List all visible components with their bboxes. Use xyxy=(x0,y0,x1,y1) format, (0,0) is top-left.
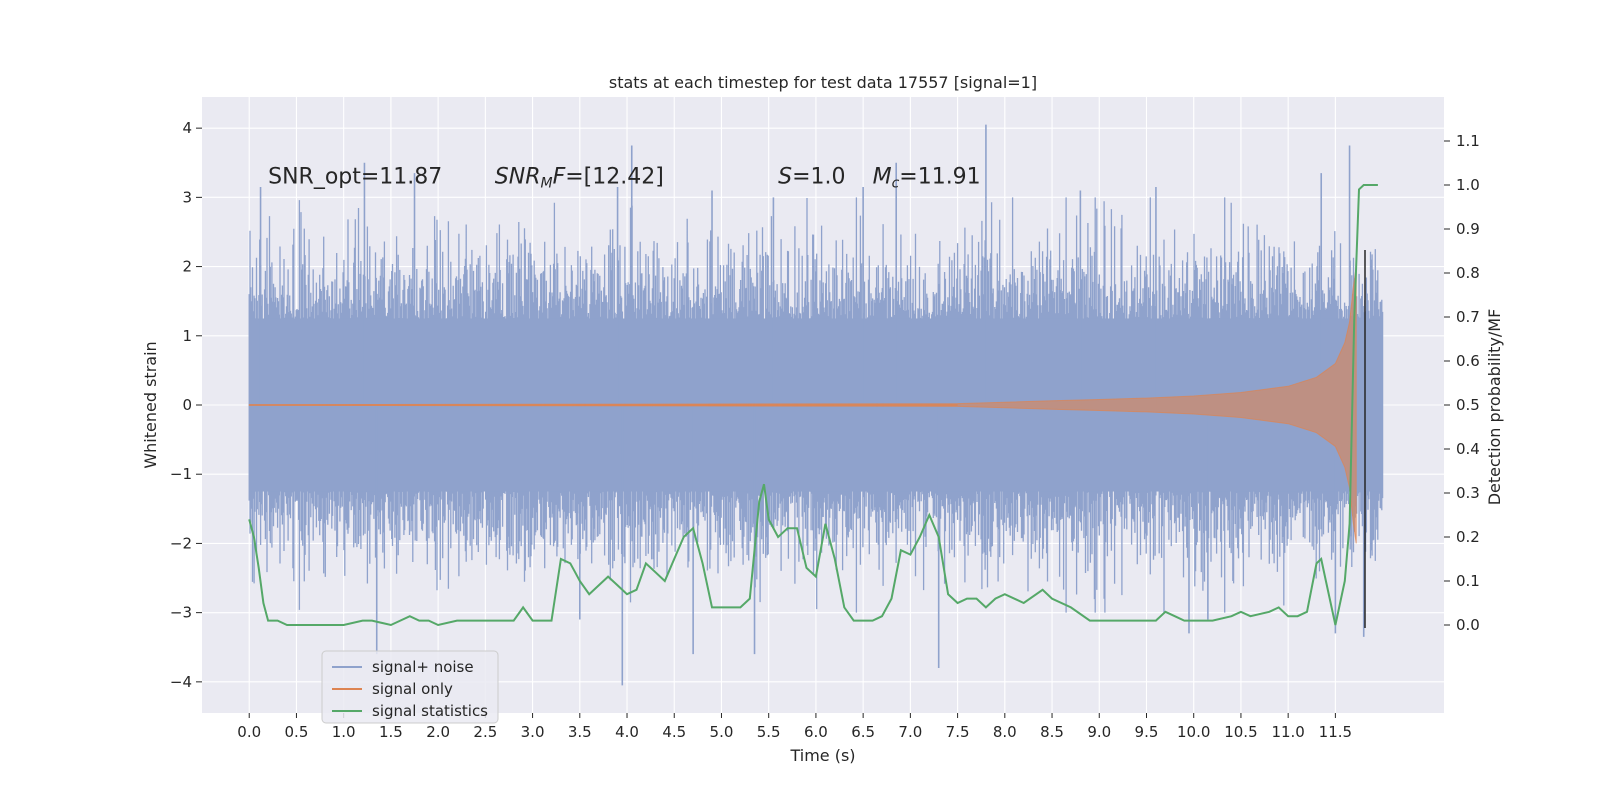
y-right-tick-label: 0.8 xyxy=(1456,264,1480,282)
x-tick-label: 2.0 xyxy=(426,723,450,741)
y-axis-right-title: Detection probability/MF xyxy=(1485,309,1504,506)
y-right-tick-label: 0.9 xyxy=(1456,220,1480,238)
annotation-s-stat: S=1.0 xyxy=(778,165,845,190)
annotation-snr-opt: SNR_opt=11.87 xyxy=(268,165,442,190)
y-right-tick-label: 1.1 xyxy=(1456,132,1480,150)
annotations: SNR_opt=11.87 SNRMF=[12.42] S=1.0 Mc=11.91 xyxy=(268,165,981,192)
x-tick-label: 1.0 xyxy=(332,723,356,741)
x-tick-label: 4.0 xyxy=(615,723,639,741)
y-axis-ticks: −4 −3 −2 −1 0 1 2 3 4 xyxy=(170,119,202,691)
x-tick-label: 5.0 xyxy=(710,723,734,741)
y-right-tick-label: 0.5 xyxy=(1456,396,1480,414)
x-tick-label: 10.0 xyxy=(1177,723,1210,741)
annotation-chirp-mass: Mc=11.91 xyxy=(873,165,981,192)
x-tick-label: 9.5 xyxy=(1135,723,1159,741)
legend-label: signal+ noise xyxy=(372,658,474,676)
x-tick-label: 4.5 xyxy=(662,723,686,741)
chart-title: stats at each timestep for test data 175… xyxy=(609,73,1037,92)
x-tick-label: 11.0 xyxy=(1271,723,1304,741)
x-tick-label: 9.0 xyxy=(1087,723,1111,741)
x-tick-label: 1.5 xyxy=(379,723,403,741)
y-right-tick-label: 0.1 xyxy=(1456,572,1480,590)
x-tick-label: 3.5 xyxy=(568,723,592,741)
y-tick-label: 4 xyxy=(182,119,192,137)
x-tick-label: 8.5 xyxy=(1040,723,1064,741)
y-right-tick-label: 0.0 xyxy=(1456,616,1480,634)
y-tick-label: −4 xyxy=(170,673,192,691)
y-right-tick-label: 1.0 xyxy=(1456,176,1480,194)
x-tick-label: 6.5 xyxy=(851,723,875,741)
y-axis-title: Whitened strain xyxy=(141,341,160,468)
legend: signal+ noise signal only signal statistic… xyxy=(321,650,499,724)
x-tick-label: 5.5 xyxy=(757,723,781,741)
y-right-tick-label: 0.3 xyxy=(1456,484,1480,502)
y-right-tick-label: 0.7 xyxy=(1456,308,1480,326)
legend-box xyxy=(321,650,499,724)
annotation-snr-mf: SNRMF=[12.42] xyxy=(495,165,664,192)
y-tick-label: 2 xyxy=(182,258,192,276)
stats-line xyxy=(248,184,1378,627)
x-tick-label: 3.0 xyxy=(521,723,545,741)
y-tick-label: 1 xyxy=(182,327,192,345)
legend-label: signal statistics xyxy=(372,702,488,720)
x-tick-label: 2.5 xyxy=(473,723,497,741)
x-axis-ticks: 0.0 0.5 1.0 1.5 2.0 2.5 3.0 3.5 4.0 4.5 5.0 5.5 6.0 6… xyxy=(237,713,1352,741)
y-tick-label: 0 xyxy=(182,396,192,414)
y-tick-label: −1 xyxy=(170,465,192,483)
series-signal-only xyxy=(248,266,1357,544)
series-signal-statistics xyxy=(248,184,1378,627)
legend-label: signal only xyxy=(372,680,453,698)
x-tick-label: 0.5 xyxy=(285,723,309,741)
x-tick-label: 11.5 xyxy=(1319,723,1352,741)
x-tick-label: 0.0 xyxy=(237,723,261,741)
y-axis-right-ticks: 0.0 0.1 0.2 0.3 0.4 0.5 0.6 0.7 0.8 0.9 1.0 1.1 xyxy=(1444,132,1480,634)
x-tick-label: 8.0 xyxy=(993,723,1017,741)
y-tick-label: 3 xyxy=(182,188,192,206)
y-right-tick-label: 0.4 xyxy=(1456,440,1480,458)
y-tick-label: −3 xyxy=(170,604,192,622)
y-right-tick-label: 0.6 xyxy=(1456,352,1480,370)
x-tick-label: 7.5 xyxy=(946,723,970,741)
x-axis-title: Time (s) xyxy=(789,746,855,765)
x-tick-label: 10.5 xyxy=(1224,723,1257,741)
y-right-tick-label: 0.2 xyxy=(1456,528,1480,546)
x-tick-label: 7.0 xyxy=(898,723,922,741)
x-tick-label: 6.0 xyxy=(804,723,828,741)
y-tick-label: −2 xyxy=(170,534,192,552)
